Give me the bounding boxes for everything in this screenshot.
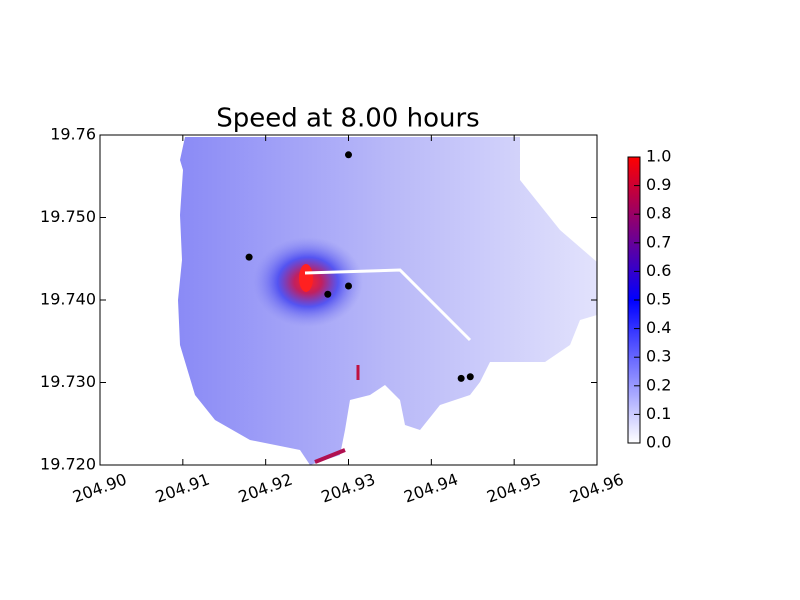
colorbar-tick-label: 0.3 (646, 347, 671, 366)
gauge-point (466, 373, 474, 381)
colorbar-tick-label: 0.2 (646, 375, 671, 394)
colorbar-tick-label: 0.6 (646, 261, 671, 280)
x-tick-label: 204.95 (484, 470, 543, 507)
speed-field (178, 137, 597, 465)
gauge-point (345, 282, 352, 290)
gauge-point (245, 253, 253, 261)
x-tick-label: 204.90 (70, 470, 129, 507)
y-tick-label: 19.76 (50, 125, 96, 144)
gauge-point (345, 151, 352, 159)
x-tick-label: 204.91 (153, 470, 212, 507)
colorbar-tick-label: 0.1 (646, 404, 671, 423)
x-tick-label: 204.96 (567, 470, 626, 507)
colorbar-tick-label: 0.7 (646, 232, 671, 251)
y-tick-label: 19.730 (40, 372, 96, 391)
colorbar-tick-label: 0.5 (646, 290, 671, 309)
y-tick-label: 19.740 (40, 290, 96, 309)
colorbar-tick-label: 0.9 (646, 175, 671, 194)
y-tick-label: 19.720 (40, 455, 96, 474)
y-tick-label: 19.750 (40, 207, 96, 226)
gauge-point (324, 290, 332, 298)
chart-title: Speed at 8.00 hours (216, 104, 479, 134)
colorbar-tick-label: 0.4 (646, 318, 671, 337)
colorbar-tick-label: 0.0 (646, 433, 671, 452)
colorbar-tick-label: 0.8 (646, 204, 671, 223)
x-tick-label: 204.92 (236, 470, 295, 507)
x-tick-label: 204.94 (401, 470, 460, 507)
gauge-point (457, 374, 465, 382)
colorbar-tick-label: 1.0 (646, 147, 671, 166)
x-tick-label: 204.93 (319, 470, 378, 507)
